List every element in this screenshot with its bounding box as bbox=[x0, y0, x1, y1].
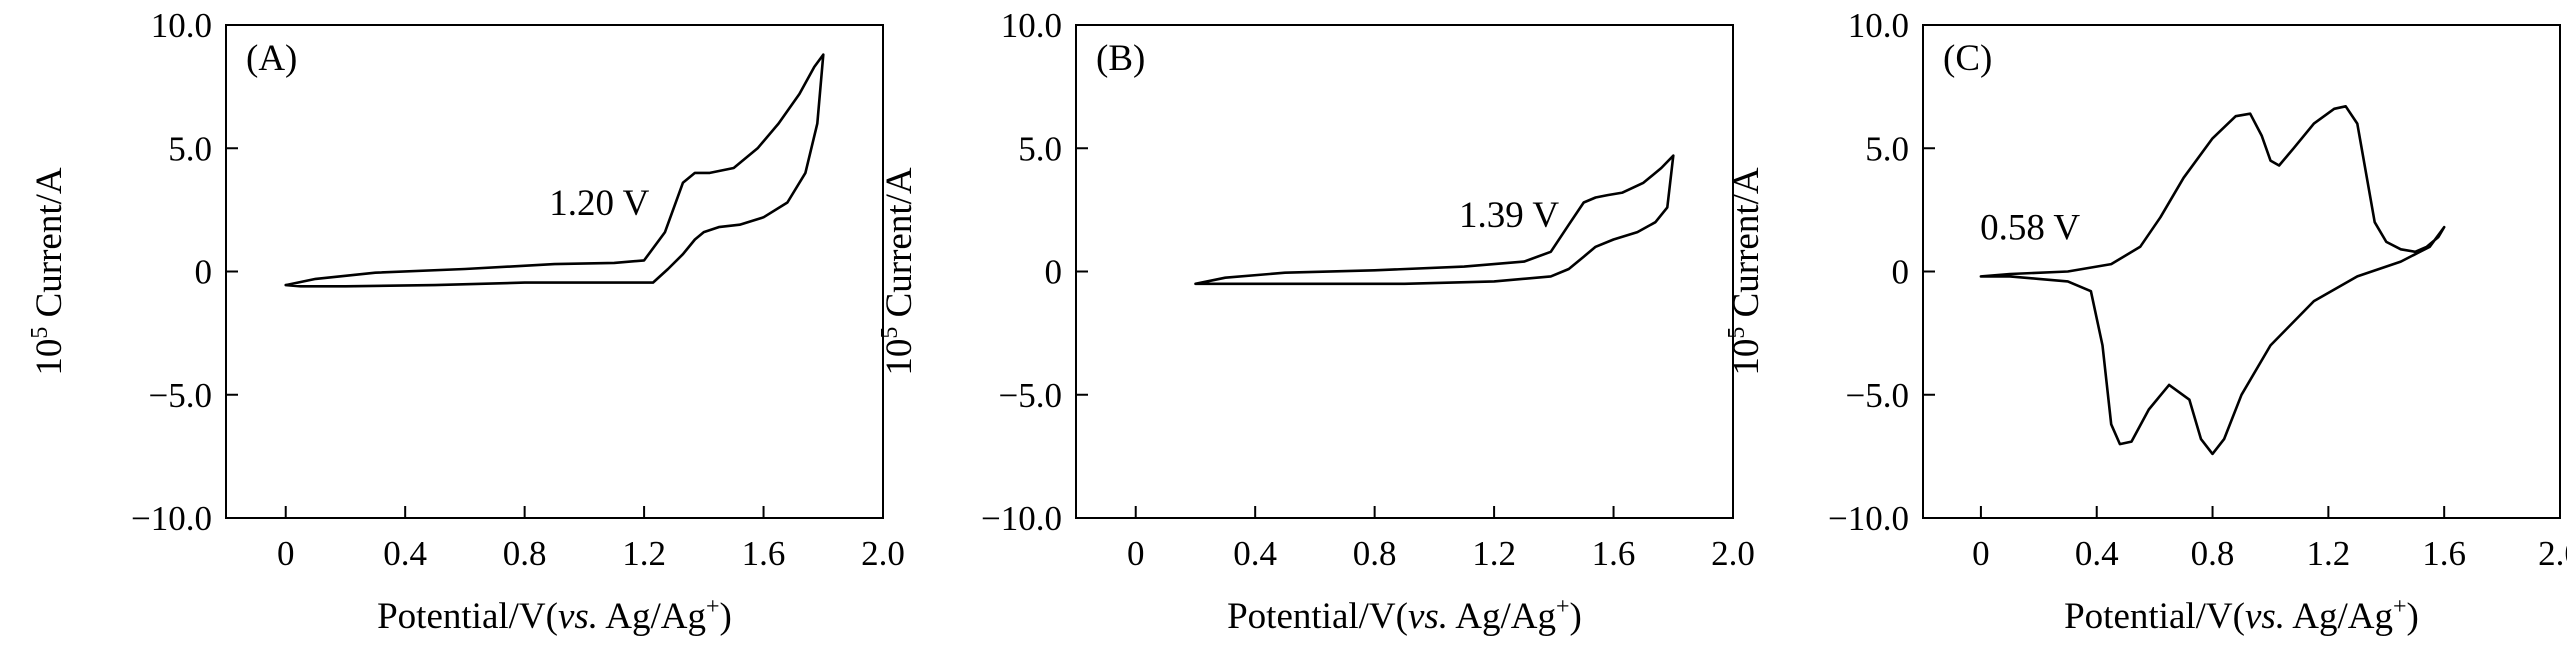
x-axis-title: Potential/V(vs. Ag/Ag+) bbox=[1227, 594, 1582, 637]
y-tick-label: 10.0 bbox=[1848, 6, 1909, 45]
y-tick-label: −10.0 bbox=[981, 499, 1062, 538]
chart-panel-c: 0 0.4 0.8 1.2 1.6 2.0 10.0 5.0 0 −5.0 −10.0 Potenti… bbox=[1724, 6, 2567, 637]
x-tick-label: 0 bbox=[1972, 534, 1990, 573]
y-axis-title: 105 Current/A bbox=[27, 167, 70, 376]
cv-curve bbox=[1194, 154, 1675, 286]
cv-curve bbox=[284, 53, 825, 288]
plot-frame bbox=[225, 24, 884, 519]
x-axis-title: Potential/V(vs. Ag/Ag+) bbox=[2064, 594, 2419, 637]
x-tick-label: 0.4 bbox=[2075, 534, 2119, 573]
x-tick-label: 0.8 bbox=[503, 534, 547, 573]
y-tick-label: 5.0 bbox=[1018, 129, 1062, 168]
y-tick-label: 0 bbox=[1892, 253, 1910, 292]
x-tick-label: 2.0 bbox=[861, 534, 905, 573]
onset-potential-label: 0.58 V bbox=[1980, 207, 2080, 248]
y-tick-label: −5.0 bbox=[1846, 376, 1910, 415]
y-tick-label: −5.0 bbox=[999, 376, 1063, 415]
y-tick-label: 10.0 bbox=[151, 6, 212, 45]
x-tick-label: 1.2 bbox=[2306, 534, 2350, 573]
x-axis-title: Potential/V(vs. Ag/Ag+) bbox=[377, 594, 732, 637]
y-tick-label: −10.0 bbox=[131, 499, 212, 538]
x-tick-label: 2.0 bbox=[2538, 534, 2567, 573]
x-tick-label: 0 bbox=[277, 534, 295, 573]
y-tick-label: −10.0 bbox=[1828, 499, 1909, 538]
panel-label: (B) bbox=[1096, 38, 1145, 79]
y-axis-title: 105 Current/A bbox=[1724, 167, 1767, 376]
y-tick-label: 5.0 bbox=[1865, 129, 1909, 168]
panel-label: (A) bbox=[246, 38, 297, 79]
chart-panel-b: 0 0.4 0.8 1.2 1.6 2.0 10.0 5.0 0 −5.0 −10.0 Potenti… bbox=[877, 6, 1755, 637]
onset-potential-label: 1.39 V bbox=[1459, 195, 1559, 236]
x-tick-label: 1.2 bbox=[1472, 534, 1516, 573]
y-axis-title: 105 Current/A bbox=[877, 167, 920, 376]
x-tick-label: 1.6 bbox=[742, 534, 786, 573]
x-tick-label: 1.6 bbox=[2422, 534, 2466, 573]
x-tick-label: 0.4 bbox=[1233, 534, 1277, 573]
cv-curve bbox=[1979, 105, 2446, 456]
x-tick-label: 0.8 bbox=[1353, 534, 1397, 573]
y-tick-label: 0 bbox=[195, 253, 213, 292]
x-tick-label: 1.2 bbox=[622, 534, 666, 573]
y-tick-label: 0 bbox=[1045, 253, 1063, 292]
plot-frame bbox=[1922, 24, 2561, 519]
x-tick-label: 0 bbox=[1127, 534, 1145, 573]
y-tick-label: 5.0 bbox=[168, 129, 212, 168]
x-tick-label: 0.4 bbox=[383, 534, 427, 573]
y-tick-label: −5.0 bbox=[149, 376, 213, 415]
panel-label: (C) bbox=[1943, 38, 1992, 79]
chart-panel-a: 0 0.4 0.8 1.2 1.6 2.0 10.0 5.0 0 −5.0 −10.0 Potenti… bbox=[27, 6, 905, 637]
y-tick-label: 10.0 bbox=[1001, 6, 1062, 45]
onset-potential-label: 1.20 V bbox=[549, 183, 649, 224]
x-tick-label: 0.8 bbox=[2191, 534, 2235, 573]
plot-frame bbox=[1075, 24, 1734, 519]
x-tick-label: 1.6 bbox=[1592, 534, 1636, 573]
x-tick-label: 2.0 bbox=[1711, 534, 1755, 573]
